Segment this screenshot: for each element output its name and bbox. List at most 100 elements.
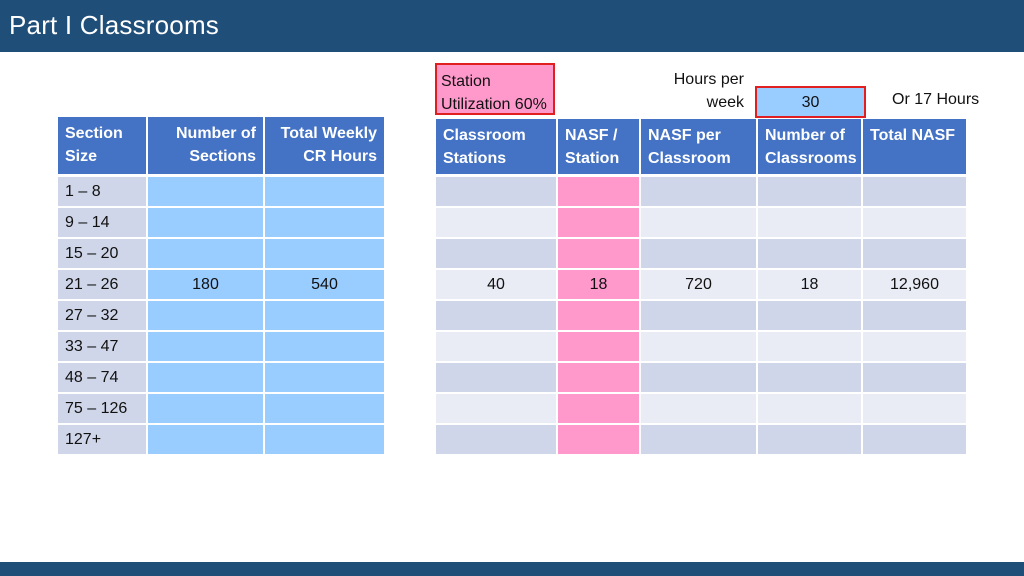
- alternate-hours-note: Or 17 Hours: [892, 91, 980, 108]
- table-row: [436, 393, 968, 425]
- sections-cell[interactable]: 180: [147, 269, 265, 301]
- nasf-per-classroom-cell[interactable]: [640, 331, 758, 363]
- sections-cell[interactable]: [147, 393, 265, 425]
- hours-cell[interactable]: [264, 393, 386, 425]
- number-of-classrooms-cell[interactable]: [757, 393, 863, 425]
- hours-per-week-label: Hours per week: [673, 71, 744, 111]
- classroom-stations-cell[interactable]: [436, 175, 558, 208]
- col-header-number-of-sections: Number of Sections: [147, 117, 265, 177]
- sections-cell[interactable]: [147, 207, 265, 239]
- total-nasf-cell[interactable]: [862, 238, 968, 270]
- number-of-classrooms-cell[interactable]: [757, 207, 863, 239]
- nasf-per-station-cell[interactable]: [557, 238, 641, 270]
- col-header-total-weekly-cr-hours: Total Weekly CR Hours: [264, 117, 386, 177]
- number-of-classrooms-cell[interactable]: [757, 175, 863, 208]
- sections-cell[interactable]: [147, 300, 265, 332]
- classroom-stations-cell[interactable]: [436, 424, 558, 456]
- total-nasf-cell[interactable]: [862, 300, 968, 332]
- section-size-cell: 127+: [58, 424, 148, 456]
- table-row: 75 – 126: [58, 393, 386, 425]
- total-nasf-cell[interactable]: [862, 331, 968, 363]
- hours-cell[interactable]: [264, 207, 386, 239]
- hours-cell[interactable]: [264, 424, 386, 456]
- nasf-per-station-cell[interactable]: [557, 331, 641, 363]
- footer-bar: [0, 562, 1024, 576]
- table-row: 48 – 74: [58, 362, 386, 394]
- nasf-per-classroom-cell[interactable]: [640, 238, 758, 270]
- col-header-nasf-per-classroom: NASF per Classroom: [640, 119, 758, 177]
- station-utilization-line1: Station: [441, 73, 491, 90]
- nasf-per-station-cell[interactable]: 18: [557, 269, 641, 301]
- total-nasf-cell[interactable]: [862, 393, 968, 425]
- table-row: 15 – 20: [58, 238, 386, 270]
- hours-cell[interactable]: [264, 238, 386, 270]
- nasf-per-station-cell[interactable]: [557, 207, 641, 239]
- table-row: 127+: [58, 424, 386, 456]
- nasf-per-station-cell[interactable]: [557, 300, 641, 332]
- section-size-cell: 15 – 20: [58, 238, 148, 270]
- number-of-classrooms-cell[interactable]: [757, 424, 863, 456]
- section-size-cell: 9 – 14: [58, 207, 148, 239]
- classroom-stations-cell[interactable]: [436, 207, 558, 239]
- classroom-stations-cell[interactable]: [436, 238, 558, 270]
- section-size-cell: 48 – 74: [58, 362, 148, 394]
- col-header-nasf-per-station: NASF / Station: [557, 119, 641, 177]
- title-bar: Part I Classrooms: [0, 0, 1024, 52]
- sections-cell[interactable]: [147, 331, 265, 363]
- total-nasf-cell[interactable]: [862, 207, 968, 239]
- page-title: Part I Classrooms: [9, 10, 220, 40]
- table-row: 33 – 47: [58, 331, 386, 363]
- classroom-stations-cell[interactable]: 40: [436, 269, 558, 301]
- total-nasf-cell[interactable]: [862, 362, 968, 394]
- table-row: [436, 362, 968, 394]
- number-of-classrooms-cell[interactable]: [757, 362, 863, 394]
- nasf-per-classroom-cell[interactable]: [640, 175, 758, 208]
- hours-cell[interactable]: [264, 300, 386, 332]
- station-utilization-line2: Utilization 60%: [441, 96, 547, 113]
- table-row: [436, 300, 968, 332]
- section-size-cell: 1 – 8: [58, 175, 148, 208]
- section-size-cell: 33 – 47: [58, 331, 148, 363]
- table-row: 21 – 26 180 540: [58, 269, 386, 301]
- hours-cell[interactable]: 540: [264, 269, 386, 301]
- sections-cell[interactable]: [147, 362, 265, 394]
- nasf-per-station-cell[interactable]: [557, 424, 641, 456]
- number-of-classrooms-cell[interactable]: [757, 238, 863, 270]
- hours-per-week-input[interactable]: 30: [755, 86, 866, 118]
- nasf-per-classroom-cell[interactable]: [640, 393, 758, 425]
- sections-cell[interactable]: [147, 238, 265, 270]
- nasf-per-station-cell[interactable]: [557, 362, 641, 394]
- table-row: 27 – 32: [58, 300, 386, 332]
- section-size-cell: 21 – 26: [58, 269, 148, 301]
- nasf-per-station-cell[interactable]: [557, 175, 641, 208]
- classroom-stations-cell[interactable]: [436, 393, 558, 425]
- number-of-classrooms-cell[interactable]: 18: [757, 269, 863, 301]
- table-row: [436, 207, 968, 239]
- nasf-per-classroom-cell[interactable]: 720: [640, 269, 758, 301]
- number-of-classrooms-cell[interactable]: [757, 331, 863, 363]
- section-size-cell: 75 – 126: [58, 393, 148, 425]
- nasf-per-classroom-cell[interactable]: [640, 424, 758, 456]
- total-nasf-cell[interactable]: 12,960: [862, 269, 968, 301]
- station-utilization-box[interactable]: Station Utilization 60%: [435, 63, 555, 115]
- hours-cell[interactable]: [264, 331, 386, 363]
- sections-cell[interactable]: [147, 175, 265, 208]
- col-header-total-nasf: Total NASF: [862, 119, 968, 177]
- classroom-stations-cell[interactable]: [436, 300, 558, 332]
- total-nasf-cell[interactable]: [862, 175, 968, 208]
- sections-cell[interactable]: [147, 424, 265, 456]
- table-row: 9 – 14: [58, 207, 386, 239]
- section-size-cell: 27 – 32: [58, 300, 148, 332]
- hours-cell[interactable]: [264, 362, 386, 394]
- nasf-per-classroom-cell[interactable]: [640, 300, 758, 332]
- number-of-classrooms-cell[interactable]: [757, 300, 863, 332]
- nasf-per-classroom-cell[interactable]: [640, 207, 758, 239]
- nasf-per-station-cell[interactable]: [557, 393, 641, 425]
- nasf-per-classroom-cell[interactable]: [640, 362, 758, 394]
- total-nasf-cell[interactable]: [862, 424, 968, 456]
- classroom-stations-cell[interactable]: [436, 362, 558, 394]
- classroom-stations-cell[interactable]: [436, 331, 558, 363]
- hours-cell[interactable]: [264, 175, 386, 208]
- col-header-classroom-stations: Classroom Stations: [436, 119, 558, 177]
- table-row: [436, 424, 968, 456]
